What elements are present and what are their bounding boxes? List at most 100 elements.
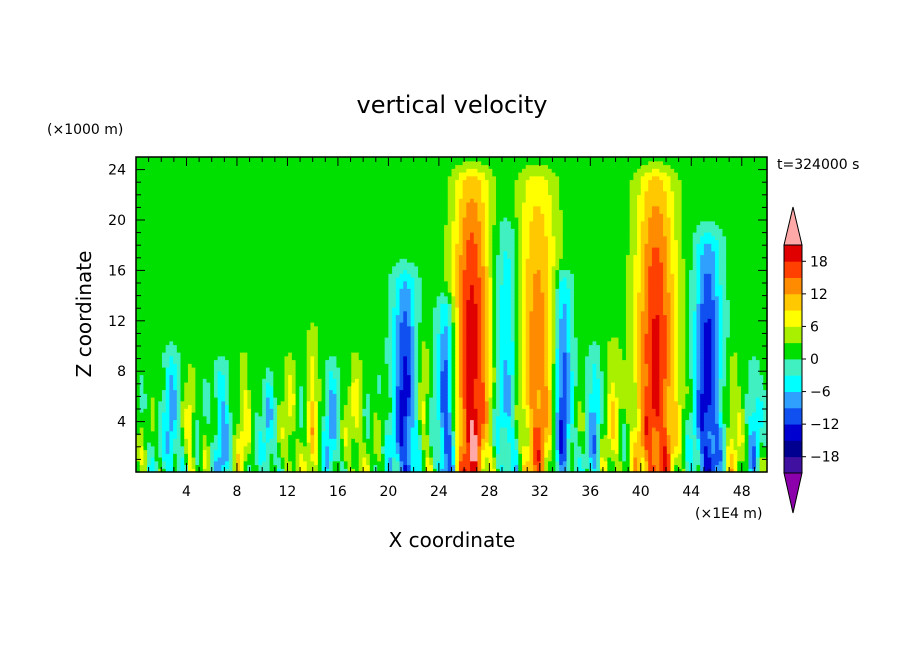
heat-cell: [136, 363, 141, 368]
heat-cell: [213, 258, 219, 263]
heat-cell: [321, 277, 326, 282]
heat-cell: [199, 307, 204, 312]
heat-cell: [236, 277, 241, 282]
heat-cell: [258, 254, 263, 259]
heat-cell: [329, 213, 334, 218]
heat-cell: [347, 292, 352, 297]
heat-cell: [158, 468, 163, 473]
heat-cell: [202, 209, 208, 214]
heat-cell: [202, 325, 208, 331]
heat-cell: [277, 352, 282, 357]
heat-cell: [173, 194, 178, 199]
heat-cell: [317, 397, 323, 402]
heat-cell: [136, 325, 141, 331]
heat-cell: [213, 318, 219, 323]
heat-cell: [329, 209, 334, 214]
heat-cell: [347, 325, 352, 331]
heat-cell: [310, 198, 315, 203]
heat-cell: [317, 202, 323, 207]
heat-cell: [340, 299, 345, 304]
heat-cell: [169, 325, 174, 331]
heat-cell: [158, 385, 163, 391]
heat-cell: [210, 337, 215, 342]
heat-cell: [317, 172, 323, 177]
heat-cell: [291, 243, 297, 248]
heat-cell: [288, 359, 293, 364]
heat-cell: [184, 314, 189, 319]
heat-cell: [254, 299, 260, 304]
heat-cell: [213, 329, 219, 334]
heat-cell: [150, 344, 156, 349]
heat-cell: [284, 408, 289, 413]
heat-cell: [288, 224, 293, 229]
heat-cell: [265, 408, 271, 413]
heat-cell: [187, 228, 193, 233]
heat-cell: [202, 243, 208, 248]
heat-cell: [184, 340, 189, 346]
heat-cell: [202, 363, 208, 368]
heat-cell: [187, 213, 193, 218]
heat-cell: [236, 333, 241, 338]
heat-cell: [236, 374, 241, 379]
heat-cell: [310, 337, 315, 342]
heat-cell: [336, 194, 341, 199]
heat-cell: [161, 453, 167, 458]
heat-cell: [325, 258, 330, 263]
heat-cell: [176, 187, 182, 192]
heat-cell: [291, 220, 297, 226]
heat-cell: [161, 250, 167, 256]
heat-cell: [262, 352, 267, 357]
heat-cell: [239, 415, 245, 421]
heat-cell: [295, 363, 300, 368]
heat-cell: [336, 445, 341, 451]
heat-cell: [262, 464, 267, 469]
heat-cell: [206, 453, 211, 458]
heat-cell: [176, 299, 182, 304]
heat-cell: [273, 468, 278, 473]
heat-cell: [314, 337, 319, 342]
heat-cell: [325, 232, 330, 237]
heat-cell: [325, 404, 330, 409]
heat-cell: [325, 172, 330, 177]
heat-cell: [154, 355, 159, 361]
heat-cell: [169, 160, 174, 166]
heat-cell: [139, 168, 145, 173]
heat-cell: [317, 209, 323, 214]
heat-cell: [228, 408, 234, 413]
heat-cell: [184, 389, 189, 394]
heat-cell: [284, 202, 289, 207]
heat-cell: [165, 314, 170, 319]
heat-cell: [340, 427, 345, 432]
heat-cell: [321, 217, 326, 222]
heat-cell: [325, 280, 330, 286]
heat-cell: [347, 277, 352, 282]
heat-cell: [184, 209, 189, 214]
heat-cell: [221, 288, 226, 293]
heat-cell: [321, 258, 326, 263]
heat-cell: [347, 307, 352, 312]
heat-cell: [228, 340, 234, 346]
heat-cell: [191, 427, 196, 432]
heat-cell: [273, 247, 278, 252]
heat-cell: [310, 367, 315, 372]
heat-cell: [336, 453, 341, 458]
heat-cell: [206, 367, 211, 372]
heat-cell: [206, 299, 211, 304]
heat-cell: [210, 468, 215, 473]
heat-cell: [299, 205, 304, 211]
heat-cell: [277, 228, 282, 233]
heat-cell: [273, 175, 278, 181]
heat-cell: [303, 370, 308, 376]
heat-cell: [321, 374, 326, 379]
heat-cell: [254, 187, 260, 192]
heat-cell: [265, 427, 271, 432]
heat-cell: [291, 355, 297, 361]
heat-cell: [291, 303, 297, 308]
heat-cell: [236, 397, 241, 402]
heat-cell: [150, 427, 156, 432]
heat-cell: [269, 228, 274, 233]
heat-cell: [180, 344, 185, 349]
heat-cell: [295, 292, 300, 297]
heat-cell: [184, 198, 189, 203]
heat-cell: [210, 213, 215, 218]
